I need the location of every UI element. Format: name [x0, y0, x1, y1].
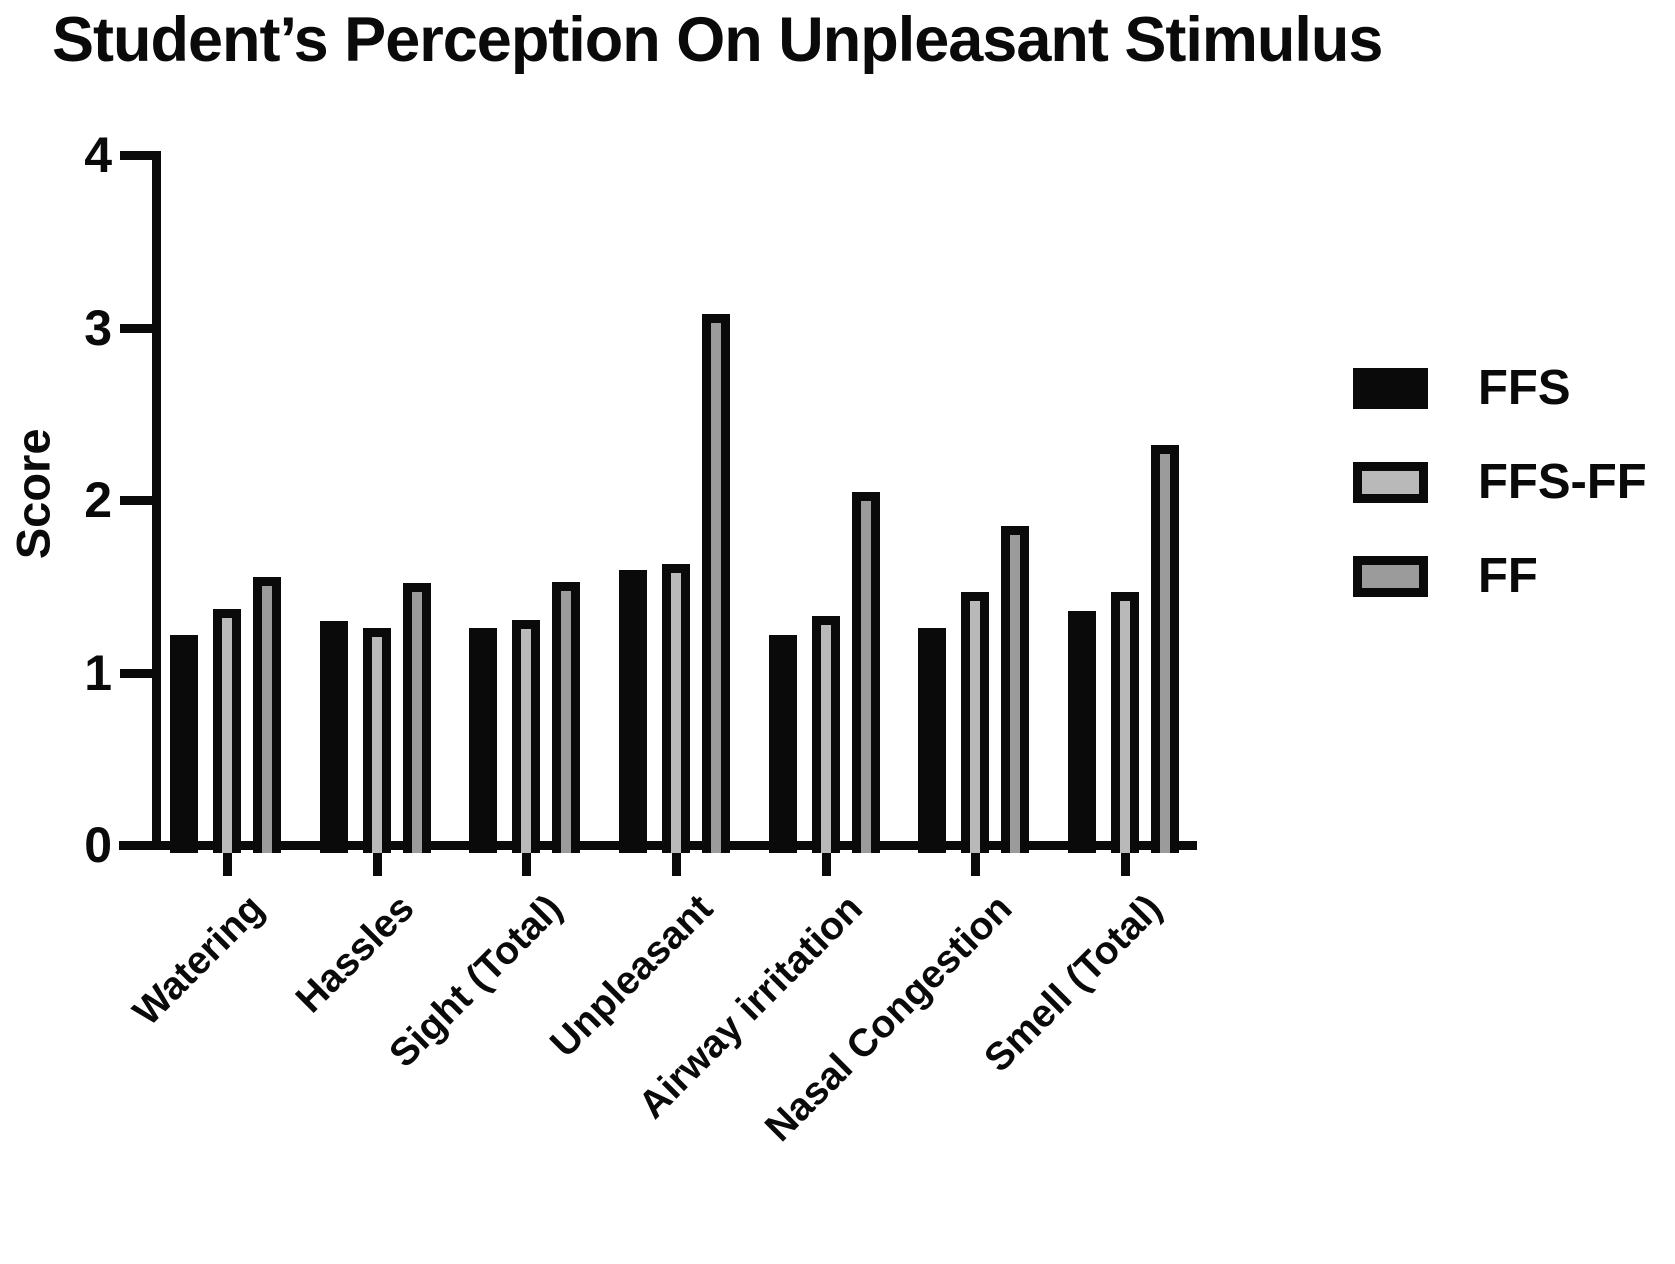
bar-ffs-ff-1	[363, 628, 391, 853]
bar-ffs-3	[619, 570, 647, 853]
x-category-label: Nasal Congestion	[756, 886, 1020, 1150]
x-tick-5	[971, 849, 980, 876]
bar-ffs-5	[918, 628, 946, 853]
y-tick-label-2: 2	[84, 472, 112, 528]
bar-ffs-6	[1068, 611, 1096, 853]
bar-ffs-2	[469, 628, 497, 853]
x-category-label: Hassles	[287, 886, 422, 1022]
x-tick-0	[223, 849, 232, 876]
bar-ffs-ff-5	[961, 592, 989, 853]
bar-ff-0	[253, 577, 281, 853]
legend-label-ffs-ff: FFS-FF	[1478, 455, 1647, 509]
y-tick-4	[120, 151, 153, 160]
chart-title: Student’s Perception On Unpleasant Stimu…	[52, 5, 1383, 75]
y-tick-3	[120, 323, 153, 333]
x-tick-4	[822, 849, 831, 876]
bar-ff-3	[702, 314, 730, 853]
y-tick-2	[120, 496, 153, 505]
legend-label-ff: FF	[1478, 549, 1538, 603]
y-tick-label-1: 1	[84, 644, 112, 701]
bar-ff-2	[552, 582, 580, 853]
bar-ffs-ff-6	[1111, 592, 1139, 853]
x-category-label: Watering	[124, 886, 272, 1034]
y-tick-0	[120, 841, 153, 850]
bar-ff-5	[1001, 526, 1029, 853]
y-tick-label-3: 3	[84, 299, 112, 356]
legend-swatch-ffs-ff	[1353, 462, 1428, 503]
x-tick-6	[1121, 849, 1130, 876]
y-tick-1	[120, 668, 153, 678]
bar-ffs-ff-3	[662, 564, 690, 853]
bar-ffs-ff-0	[213, 609, 241, 853]
legend-swatch-ffs	[1353, 368, 1428, 409]
bar-ffs-ff-2	[512, 620, 540, 853]
y-tick-label-0: 0	[84, 817, 112, 873]
x-tick-1	[373, 849, 382, 876]
bar-ff-6	[1151, 445, 1179, 853]
x-axis-line	[119, 841, 1197, 850]
bar-ff-4	[852, 492, 880, 853]
x-tick-2	[522, 849, 531, 876]
bar-ffs-ff-4	[812, 616, 840, 853]
bar-ffs-4	[769, 635, 797, 853]
y-tick-label-4: 4	[84, 127, 112, 183]
legend-swatch-ff	[1353, 556, 1428, 597]
bar-ffs-1	[320, 621, 348, 853]
y-axis-line	[152, 151, 161, 849]
bar-ffs-0	[170, 635, 198, 853]
x-tick-3	[672, 849, 681, 876]
legend-label-ffs: FFS	[1478, 361, 1571, 415]
bar-ff-1	[403, 583, 431, 853]
